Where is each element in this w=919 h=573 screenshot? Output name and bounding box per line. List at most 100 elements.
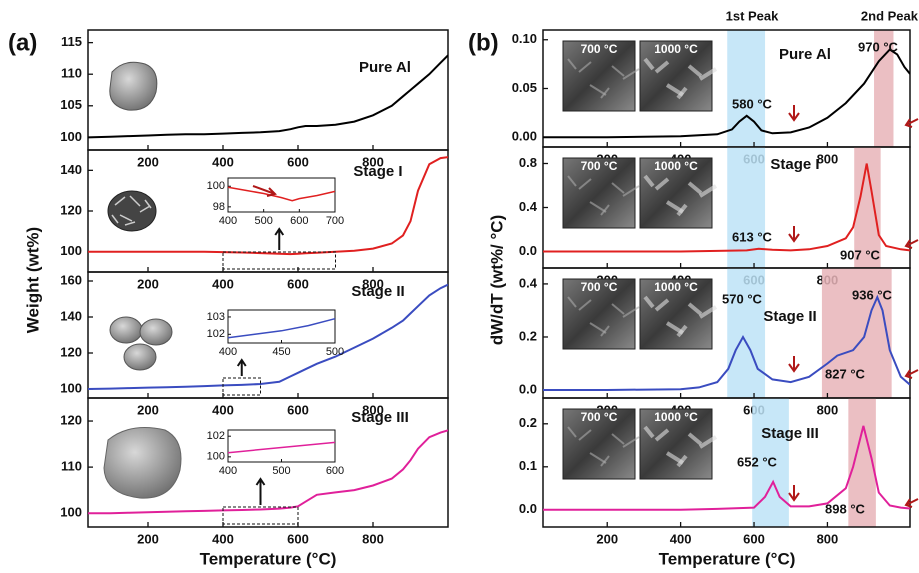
sem-texture (687, 432, 703, 446)
peak-annotation: 898 °C (825, 501, 866, 516)
inset-y-tick-label: 100 (207, 451, 225, 463)
sem-texture (567, 296, 577, 308)
arrow (788, 485, 800, 502)
y-tick-label: 120 (60, 202, 82, 217)
y-tick-label: 0.8 (519, 155, 537, 170)
x-tick-label: 400 (212, 154, 234, 169)
data-line (88, 283, 448, 390)
sem-texture (676, 454, 688, 468)
subplot: 200 400 600 800 0.0 0.1 0.2 Stage III 700 °C 1000… (519, 397, 919, 546)
y-tick-label: 140 (60, 308, 82, 323)
y-tick-label: 110 (61, 66, 82, 81)
sem-texture (589, 84, 607, 96)
y-tick-label: 0.4 (519, 199, 538, 214)
data-line (88, 156, 448, 256)
sem-label: 1000 °C (654, 280, 698, 294)
x-tick-label: 200 (137, 276, 159, 291)
sem-label: 1000 °C (654, 159, 698, 173)
sem-texture (589, 322, 607, 334)
sem-texture (611, 303, 625, 315)
inset-x-tick-label: 400 (219, 215, 237, 227)
x-tick-label: 800 (817, 402, 839, 417)
inset-y-tick-label: 103 (207, 311, 225, 323)
subplot: 200 400 600 800 100 110 120 Stage III 400 500 600 1… (60, 397, 449, 546)
arrow (904, 239, 919, 249)
x-tick-label: 800 (362, 276, 384, 291)
peak-band (848, 398, 876, 527)
y-tick-label: 0.05 (512, 80, 537, 95)
peak-band (821, 268, 892, 398)
peak-band (752, 398, 789, 527)
subplot: 200 400 600 800 100 120 140 Stage I 400 500 600 700… (60, 149, 449, 291)
sem-texture (643, 295, 655, 309)
x-tick-label: 600 (287, 402, 309, 417)
inset-line (227, 317, 336, 339)
sem-texture (622, 68, 640, 80)
y-tick-label: 100 (60, 243, 82, 258)
y-tick-label: 0.2 (519, 328, 537, 343)
sem-texture (589, 201, 607, 213)
particle-icon (109, 316, 173, 371)
sem-texture (589, 452, 607, 464)
data-line (543, 163, 910, 253)
peak-annotation: 570 °C (722, 291, 763, 306)
x-tick-label: 200 (596, 531, 618, 546)
sem-label: 700 °C (581, 280, 618, 294)
y-tick-label: 0.2 (519, 415, 537, 430)
arrow (788, 105, 800, 122)
peak-annotation: 613 °C (732, 229, 773, 244)
inset-y-tick-label: 102 (207, 430, 225, 442)
inset-x-tick-label: 500 (326, 346, 344, 358)
y-tick-label: 105 (60, 97, 82, 112)
y-tick-label: 120 (60, 412, 82, 427)
particle-icon (103, 427, 182, 499)
sem-texture (654, 298, 670, 312)
inset-x-tick-label: 700 (326, 215, 344, 227)
peak-band (874, 30, 894, 147)
sem-texture (578, 299, 592, 311)
sem-texture (698, 67, 718, 81)
subplot-title: Stage I (353, 163, 402, 180)
subplot: 200 400 600 800 100 105 110 115 Pure Al (60, 29, 449, 169)
peak-annotation: 580 °C (732, 96, 773, 111)
sem-texture (698, 435, 718, 449)
sem-texture (654, 177, 670, 191)
inset-frame (227, 309, 336, 344)
sem-texture (578, 429, 592, 441)
x-tick-label: 400 (212, 402, 234, 417)
peak-label: 2nd Peak (861, 8, 919, 23)
x-tick-label: 800 (362, 531, 384, 546)
peak-band (727, 268, 766, 398)
inset-arrow (252, 185, 277, 197)
sem-texture (676, 324, 688, 338)
x-tick-label: 400 (212, 531, 234, 546)
panel-label: (b) (468, 29, 499, 56)
y-tick-label: 120 (60, 344, 82, 359)
panel-label: (a) (8, 29, 37, 56)
x-tick-label: 800 (362, 154, 384, 169)
inset-x-tick-label: 500 (272, 465, 290, 477)
inset-x-tick-label: 600 (290, 215, 308, 227)
sem-texture (676, 203, 688, 217)
y-tick-label: 160 (60, 272, 82, 287)
y-axis-label: Weight (wt%) (23, 227, 42, 333)
sem-texture (654, 60, 670, 74)
sem-texture (600, 455, 610, 467)
y-tick-label: 115 (61, 34, 82, 49)
arrow (788, 356, 800, 373)
plot-frame (87, 397, 449, 528)
y-tick-label: 0.4 (519, 275, 538, 290)
x-tick-label: 600 (287, 154, 309, 169)
subplot-title: Stage II (763, 308, 816, 325)
y-tick-label: 0.0 (519, 381, 537, 396)
sem-texture (611, 182, 625, 194)
x-tick-label: 200 (137, 402, 159, 417)
inset-line (227, 441, 336, 454)
plot-frame (542, 397, 911, 528)
peak-annotation: 652 °C (737, 454, 778, 469)
zoom-box (222, 251, 336, 270)
sem-label: 1000 °C (654, 42, 698, 56)
x-tick-label: 600 (287, 531, 309, 546)
y-tick-label: 110 (61, 459, 82, 474)
